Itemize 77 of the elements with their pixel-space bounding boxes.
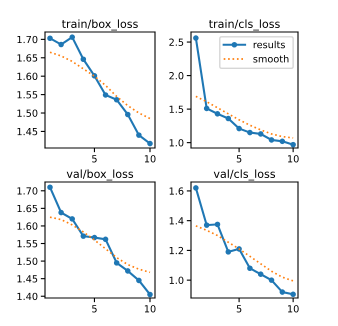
chart-title: train/box_loss — [62, 19, 138, 30]
y-tick-label: 1.5 — [170, 106, 184, 113]
point — [214, 111, 220, 117]
x-tick-label: 5 — [236, 155, 242, 162]
point — [114, 96, 120, 103]
point — [147, 140, 153, 146]
chart-title: val/box_loss — [66, 169, 134, 180]
line-series — [49, 51, 151, 120]
point — [247, 265, 253, 272]
point — [258, 271, 264, 277]
point — [125, 268, 131, 274]
line-series — [195, 96, 294, 139]
point — [204, 222, 210, 228]
legend-label: smooth — [253, 55, 288, 63]
point — [290, 142, 296, 148]
y-tick-label: 1.55 — [17, 240, 38, 248]
x-tick-label: 10 — [144, 155, 156, 162]
point — [290, 292, 296, 298]
y-tick-label: 1.60 — [17, 72, 38, 80]
point — [102, 92, 108, 98]
line-series — [49, 216, 151, 274]
chart-title: val/cls_loss — [214, 169, 276, 180]
point — [204, 106, 210, 112]
point — [136, 132, 142, 138]
point — [226, 116, 232, 122]
y-tick-label: 1.70 — [17, 187, 38, 195]
y-tick-label: 1.2 — [170, 246, 184, 254]
x-tick-label: 5 — [92, 305, 97, 312]
point — [92, 234, 98, 240]
y-tick-label: 1.55 — [17, 91, 38, 98]
y-tick-label: 1.0 — [170, 139, 184, 146]
x-tick-label: 5 — [236, 305, 242, 312]
legend-label: results — [254, 40, 285, 48]
point — [193, 185, 199, 191]
point — [125, 112, 131, 118]
y-tick-label: 1.4 — [170, 217, 184, 224]
y-tick-label: 1.45 — [17, 128, 38, 136]
y-tick-label: 1.65 — [17, 204, 38, 212]
y-tick-label: 1.0 — [170, 276, 184, 284]
x-tick-label: 10 — [288, 155, 299, 162]
point — [280, 289, 286, 295]
y-tick-label: 1.65 — [17, 54, 38, 62]
point — [136, 278, 142, 284]
point — [280, 138, 286, 144]
point — [236, 126, 242, 132]
line-series — [195, 225, 294, 282]
point — [247, 130, 253, 136]
y-tick-label: 1.6 — [170, 187, 184, 195]
chart-title: train/cls_loss — [208, 19, 280, 30]
point — [69, 216, 75, 222]
point — [268, 137, 274, 143]
point — [114, 260, 120, 266]
x-tick-label: 5 — [92, 155, 97, 162]
x-tick-label: 10 — [288, 305, 299, 312]
point — [47, 35, 53, 42]
point — [258, 131, 264, 137]
point — [102, 236, 108, 242]
point — [58, 42, 64, 48]
point — [193, 35, 199, 41]
point — [147, 292, 153, 298]
point — [80, 233, 86, 239]
point — [58, 210, 64, 216]
y-tick-label: 1.70 — [17, 36, 38, 44]
y-tick-label: 1.60 — [17, 222, 38, 230]
y-tick-label: 2.0 — [169, 72, 184, 80]
y-tick-label: 1.50 — [17, 258, 38, 265]
point — [69, 34, 75, 40]
point — [226, 249, 232, 255]
point — [214, 222, 220, 228]
point — [80, 56, 86, 62]
point — [268, 277, 274, 283]
point — [47, 184, 53, 190]
y-tick-label: 1.45 — [17, 275, 38, 282]
y-tick-label: 1.40 — [17, 292, 38, 300]
y-tick-label: 1.50 — [17, 109, 38, 117]
x-tick-label: 10 — [144, 305, 156, 312]
y-tick-label: 2.5 — [169, 38, 184, 46]
